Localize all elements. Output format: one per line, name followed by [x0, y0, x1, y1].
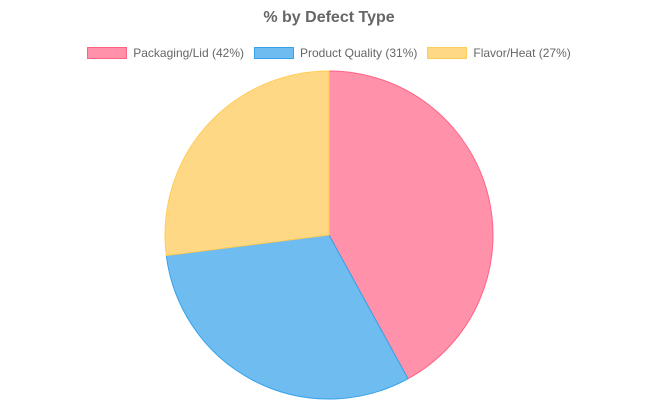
pie-slice-product-quality[interactable]	[165, 234, 409, 400]
legend-item-flavor-heat[interactable]: Flavor/Heat (27%)	[427, 46, 571, 60]
legend-swatch-product-quality	[253, 47, 294, 59]
legend-item-product-quality[interactable]: Product Quality (31%)	[253, 46, 418, 60]
chart-title: % by Defect Type	[263, 9, 395, 26]
legend-swatch-flavor-heat	[427, 47, 468, 59]
legend-swatch-packaging-lid	[87, 47, 128, 59]
legend-label-packaging-lid: Packaging/Lid (42%)	[133, 46, 244, 60]
pie-slice-flavor-heat[interactable]	[164, 70, 330, 257]
pie-slice-packaging-lid[interactable]	[328, 70, 494, 380]
legend-item-packaging-lid[interactable]: Packaging/Lid (42%)	[87, 46, 244, 60]
legend-label-product-quality: Product Quality (31%)	[299, 46, 418, 60]
legend-label-flavor-heat: Flavor/Heat (27%)	[473, 46, 571, 60]
legend: Packaging/Lid (42%) Product Quality (31%…	[0, 46, 658, 60]
